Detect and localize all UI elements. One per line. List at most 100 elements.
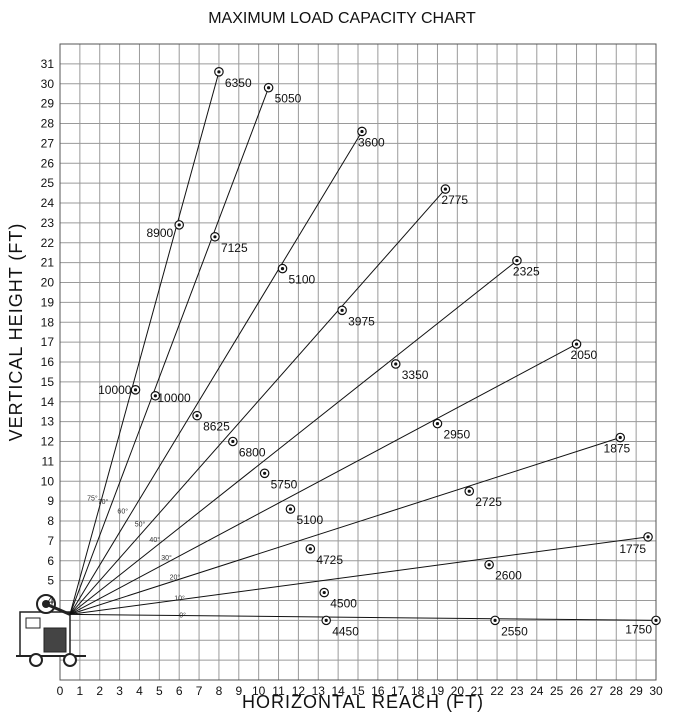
series-line (69, 613, 657, 621)
data-label: 3600 (358, 135, 385, 149)
angle-label: 60° (117, 508, 128, 516)
y-tick-label: 11 (42, 454, 55, 468)
boom-angle-series: 40° 5750 3350 2325 (69, 255, 540, 615)
x-tick-label: 1 (77, 684, 84, 698)
x-tick-label: 3 (116, 684, 123, 698)
boom-angle-series: 50° 6800 3975 2775 (69, 184, 468, 615)
data-point-center (618, 435, 622, 440)
boom-angle-series: 30° 5100 2950 2050 (69, 339, 598, 615)
data-label: 2050 (571, 348, 598, 362)
boom-angle-series: 0° 4450 2550 1750 (69, 612, 661, 638)
x-tick-label: 18 (411, 684, 425, 698)
data-point-center (177, 223, 181, 227)
data-point-center (574, 342, 579, 346)
series-layer: 75°100008900635070°100007125505060°86255… (69, 67, 661, 638)
x-tick-label: 8 (216, 684, 223, 698)
data-point-center (360, 129, 364, 134)
x-tick-label: 10 (252, 684, 266, 698)
data-label: 5100 (289, 273, 316, 287)
data-point-center (467, 489, 471, 493)
angle-label: 70° (98, 498, 109, 506)
y-tick-label: 17 (41, 335, 55, 349)
boom-angle-series: 20° 4725 2725 1875 (69, 432, 631, 615)
boom-angle-series: 60° 8625 5100 3600 (69, 126, 385, 615)
data-label: 5100 (296, 513, 323, 527)
data-point-center (231, 439, 235, 444)
data-point-center (217, 70, 221, 74)
x-tick-label: 22 (490, 684, 504, 698)
y-tick-label: 20 (41, 276, 55, 290)
x-tick-label: 14 (331, 684, 345, 698)
y-tick-label: 23 (41, 216, 55, 230)
wheel-icon (29, 653, 43, 667)
y-tick-label: 22 (41, 236, 55, 250)
x-tick-label: 25 (550, 684, 564, 698)
series-line (69, 188, 446, 615)
y-tick-label: 14 (41, 395, 55, 409)
data-label: 1875 (604, 442, 631, 456)
y-tick-label: 18 (41, 315, 55, 329)
series-line (69, 343, 577, 615)
y-tick-label: 25 (41, 176, 55, 190)
x-tick-label: 15 (351, 684, 365, 698)
data-label: 5750 (271, 477, 298, 491)
y-tick-label: 19 (41, 295, 55, 309)
crane-arm (45, 602, 71, 616)
y-tick-label: 8 (47, 514, 54, 528)
x-tick-label: 11 (272, 684, 285, 698)
data-point-center (195, 414, 199, 418)
x-tick-label: 29 (629, 684, 643, 698)
data-label: 3975 (348, 314, 375, 328)
angle-label: 30° (161, 554, 172, 562)
data-label: 10000 (98, 383, 132, 397)
x-tick-label: 2 (96, 684, 103, 698)
series-line (69, 87, 270, 615)
y-tick-label: 4 (47, 594, 54, 608)
data-point-center (322, 590, 326, 595)
series-line (69, 437, 621, 615)
x-tick-label: 17 (391, 684, 405, 698)
data-label: 4725 (316, 553, 343, 567)
data-point-center (324, 618, 328, 622)
series-line (69, 131, 363, 615)
y-tick-label: 5 (47, 574, 54, 588)
data-point-center (213, 235, 217, 239)
y-tick-label: 10 (41, 474, 55, 488)
data-point-center (267, 86, 271, 90)
data-point-center (280, 266, 285, 271)
series-line (69, 260, 518, 615)
data-label: 4500 (330, 597, 357, 611)
data-label: 2325 (513, 265, 540, 279)
y-tick-label: 27 (41, 136, 55, 150)
y-tick-label: 30 (41, 77, 55, 91)
y-tick-label: 16 (41, 355, 55, 369)
x-tick-label: 21 (471, 684, 485, 698)
data-point-center (443, 187, 448, 191)
y-tick-label: 13 (41, 415, 55, 429)
data-label: 1775 (619, 542, 646, 556)
y-axis-title: VERTICAL HEIGHT (FT) (6, 223, 26, 442)
angle-label: 50° (135, 520, 146, 528)
data-label: 6800 (239, 446, 266, 460)
angle-label: 75° (87, 495, 98, 503)
data-point-center (133, 388, 138, 392)
y-tick-label: 24 (41, 196, 55, 210)
x-tick-label: 23 (510, 684, 524, 698)
angle-label: 10° (174, 594, 185, 602)
y-tick-label: 31 (41, 57, 55, 71)
data-label: 1750 (625, 622, 652, 636)
data-label: 2950 (443, 428, 470, 442)
data-point-center (263, 471, 267, 475)
data-label: 8625 (203, 420, 230, 434)
angle-label: 0° (179, 612, 186, 620)
x-tick-label: 20 (451, 684, 465, 698)
boom-angle-series: 70° 10000 7125 5050 (69, 82, 302, 615)
x-tick-label: 5 (156, 684, 163, 698)
data-point-center (515, 259, 519, 263)
x-tick-label: 6 (176, 684, 183, 698)
boom-angle-series: 10° 4500 2600 1775 (69, 532, 653, 615)
y-tick-label: 7 (47, 534, 54, 548)
data-label: 8900 (146, 226, 173, 240)
x-tick-label: 0 (57, 684, 64, 698)
y-tick-label: 28 (41, 117, 55, 131)
